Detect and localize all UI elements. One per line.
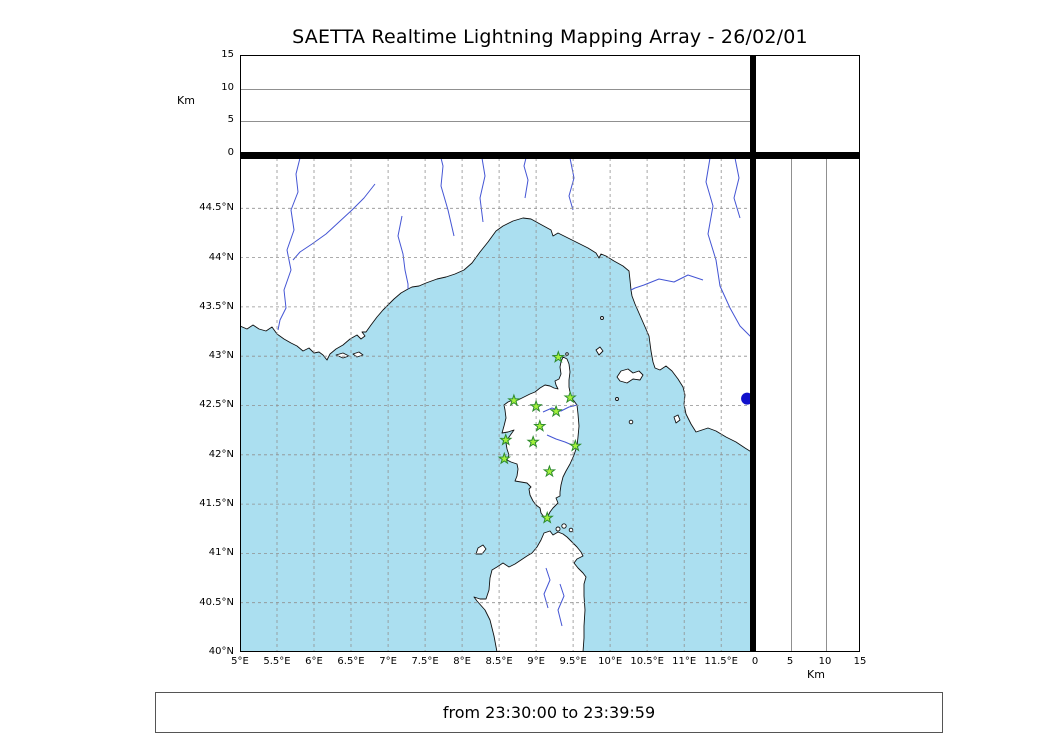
- time-range-status-bar: from 23:30:00 to 23:39:59: [155, 692, 943, 733]
- latitude-tick-label: 42°N: [208, 448, 234, 460]
- page-title: SAETTA Realtime Lightning Mapping Array …: [292, 26, 808, 48]
- lma-station-marker: [529, 399, 543, 413]
- capraia-island: [595, 346, 604, 356]
- plan-view-map: [240, 158, 753, 652]
- altitude-axis-unit-left: Km: [177, 94, 195, 107]
- landmasses: [240, 158, 753, 652]
- longitude-tick-label: 5.5°E: [263, 656, 291, 667]
- altitude-latitude-panel: [755, 158, 860, 652]
- altitude-tick-label-right: 10: [818, 656, 832, 667]
- river-durance: [292, 183, 376, 261]
- longitude-tick-label: 9.5°E: [559, 656, 587, 667]
- lma-station-marker: [497, 451, 511, 465]
- gorgona-island: [600, 316, 604, 320]
- latitude-tick-label: 40°N: [208, 646, 234, 657]
- longitude-tick-label: 7.5°E: [411, 656, 439, 667]
- longitude-tick-label: 8°E: [453, 656, 471, 667]
- lma-station-marker: [549, 404, 563, 418]
- lma-station-marker: [568, 438, 583, 452]
- latitude-tick-label: 41°N: [208, 547, 234, 559]
- river-trebbia: [568, 158, 575, 211]
- lma-station-marker: [526, 434, 540, 448]
- longitude-tick-label: 6°E: [305, 656, 323, 667]
- maddalena-islet-2: [561, 523, 567, 529]
- longitude-tick-label: 11°E: [672, 656, 697, 667]
- rivers: [277, 158, 753, 627]
- panel-separator-horizontal: [240, 153, 860, 158]
- panel-separator-vertical: [750, 55, 755, 652]
- river-var: [397, 215, 409, 289]
- lma-station-marker: [499, 432, 513, 446]
- latitude-tick-label: 43.5°N: [199, 300, 234, 312]
- lma-station-marker: [507, 393, 521, 407]
- sardinia-island: [473, 530, 587, 652]
- time-range-text: from 23:30:00 to 23:39:59: [442, 703, 656, 722]
- lma-station-marker: [551, 350, 565, 363]
- latitude-tick-label: 43°N: [208, 350, 234, 362]
- altitude-tick-label-right: 0: [751, 656, 759, 667]
- altitude-gridline: [826, 159, 827, 651]
- pianosa-island: [615, 397, 619, 401]
- altitude-tick-label-left: 0: [227, 147, 234, 158]
- altitude-gridline: [241, 121, 752, 122]
- river-sardinia-1: [543, 567, 551, 609]
- altitude-gridline: [241, 89, 752, 90]
- river-tiber-upper: [705, 158, 753, 339]
- asinara-island: [475, 544, 487, 555]
- lma-station-marker: [563, 390, 577, 404]
- latitude-tick-label: 44.5°N: [199, 202, 234, 214]
- altitude-corner-panel: [755, 55, 860, 153]
- altitude-tick-label-left: 10: [221, 81, 234, 93]
- altitude-gridline: [791, 159, 792, 651]
- latitude-tick-label: 44°N: [208, 251, 234, 263]
- corsica-island: [501, 356, 580, 518]
- lma-station-markers: [497, 350, 583, 524]
- latitude-tick-label: 42.5°N: [199, 399, 234, 411]
- river-arno: [630, 274, 704, 291]
- river-rhone: [277, 158, 301, 331]
- mainland-france-italy: [240, 158, 753, 454]
- maddalena-islet-3: [568, 527, 574, 533]
- river-po-tributary-1: [479, 158, 486, 223]
- longitude-tick-label: 5°E: [231, 656, 249, 667]
- lma-station-marker: [542, 464, 557, 478]
- river-golo: [542, 404, 578, 413]
- latitude-tick-label: 40.5°N: [199, 596, 234, 608]
- altitude-tick-label-left: 5: [227, 114, 234, 126]
- longitude-tick-label: 8.5°E: [485, 656, 513, 667]
- longitude-tick-label: 10°E: [598, 656, 623, 667]
- lma-station-marker: [540, 510, 554, 524]
- altitude-longitude-panel: [240, 55, 753, 153]
- river-po-tributary-2: [523, 158, 529, 199]
- longitude-tick-label: 9°E: [527, 656, 545, 667]
- longitude-tick-label: 10.5°E: [630, 656, 664, 667]
- longitude-tick-label: 6.5°E: [337, 656, 365, 667]
- elba-island: [616, 368, 644, 384]
- altitude-tick-label-right: 5: [786, 656, 794, 667]
- maddalena-islet-1: [555, 526, 561, 532]
- latitude-tick-label: 41.5°N: [199, 498, 234, 510]
- altitude-tick-label-right: 15: [853, 656, 867, 667]
- longitude-tick-label: 11.5°E: [704, 656, 738, 667]
- altitude-axis-unit-bottom: Km: [807, 668, 825, 681]
- lma-station-marker: [533, 419, 547, 432]
- altitude-tick-label-left: 15: [221, 49, 234, 60]
- longitude-tick-label: 7°E: [379, 656, 397, 667]
- montecristo-island: [628, 419, 634, 425]
- river-tanaro: [440, 158, 455, 237]
- giraglia-island: [565, 352, 569, 356]
- river-top-right: [733, 158, 741, 219]
- giglio-island: [673, 414, 681, 424]
